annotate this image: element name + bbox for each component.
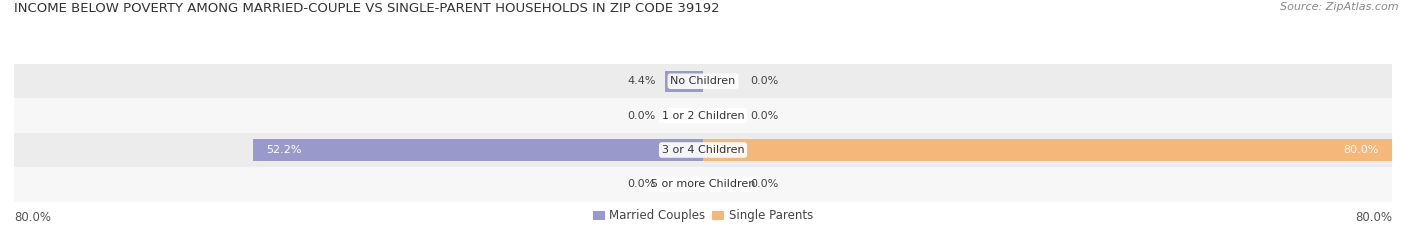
- Bar: [14, 167, 1392, 202]
- Text: 0.0%: 0.0%: [751, 111, 779, 121]
- Text: 52.2%: 52.2%: [266, 145, 302, 155]
- Bar: [665, 71, 703, 92]
- Text: 0.0%: 0.0%: [627, 111, 655, 121]
- Legend: Married Couples, Single Parents: Married Couples, Single Parents: [588, 205, 818, 227]
- Text: 5 or more Children: 5 or more Children: [651, 179, 755, 189]
- Bar: [14, 98, 1392, 133]
- Text: Source: ZipAtlas.com: Source: ZipAtlas.com: [1281, 2, 1399, 12]
- Text: INCOME BELOW POVERTY AMONG MARRIED-COUPLE VS SINGLE-PARENT HOUSEHOLDS IN ZIP COD: INCOME BELOW POVERTY AMONG MARRIED-COUPL…: [14, 2, 720, 15]
- Text: 80.0%: 80.0%: [14, 211, 51, 224]
- Bar: [703, 139, 1392, 161]
- Bar: [253, 139, 703, 161]
- Text: 0.0%: 0.0%: [751, 76, 779, 86]
- Text: 4.4%: 4.4%: [627, 76, 655, 86]
- Text: 0.0%: 0.0%: [751, 179, 779, 189]
- Text: 80.0%: 80.0%: [1344, 145, 1379, 155]
- Bar: [14, 64, 1392, 98]
- Text: 80.0%: 80.0%: [1355, 211, 1392, 224]
- Text: 1 or 2 Children: 1 or 2 Children: [662, 111, 744, 121]
- Text: 3 or 4 Children: 3 or 4 Children: [662, 145, 744, 155]
- Bar: [14, 133, 1392, 167]
- Text: No Children: No Children: [671, 76, 735, 86]
- Text: 0.0%: 0.0%: [627, 179, 655, 189]
